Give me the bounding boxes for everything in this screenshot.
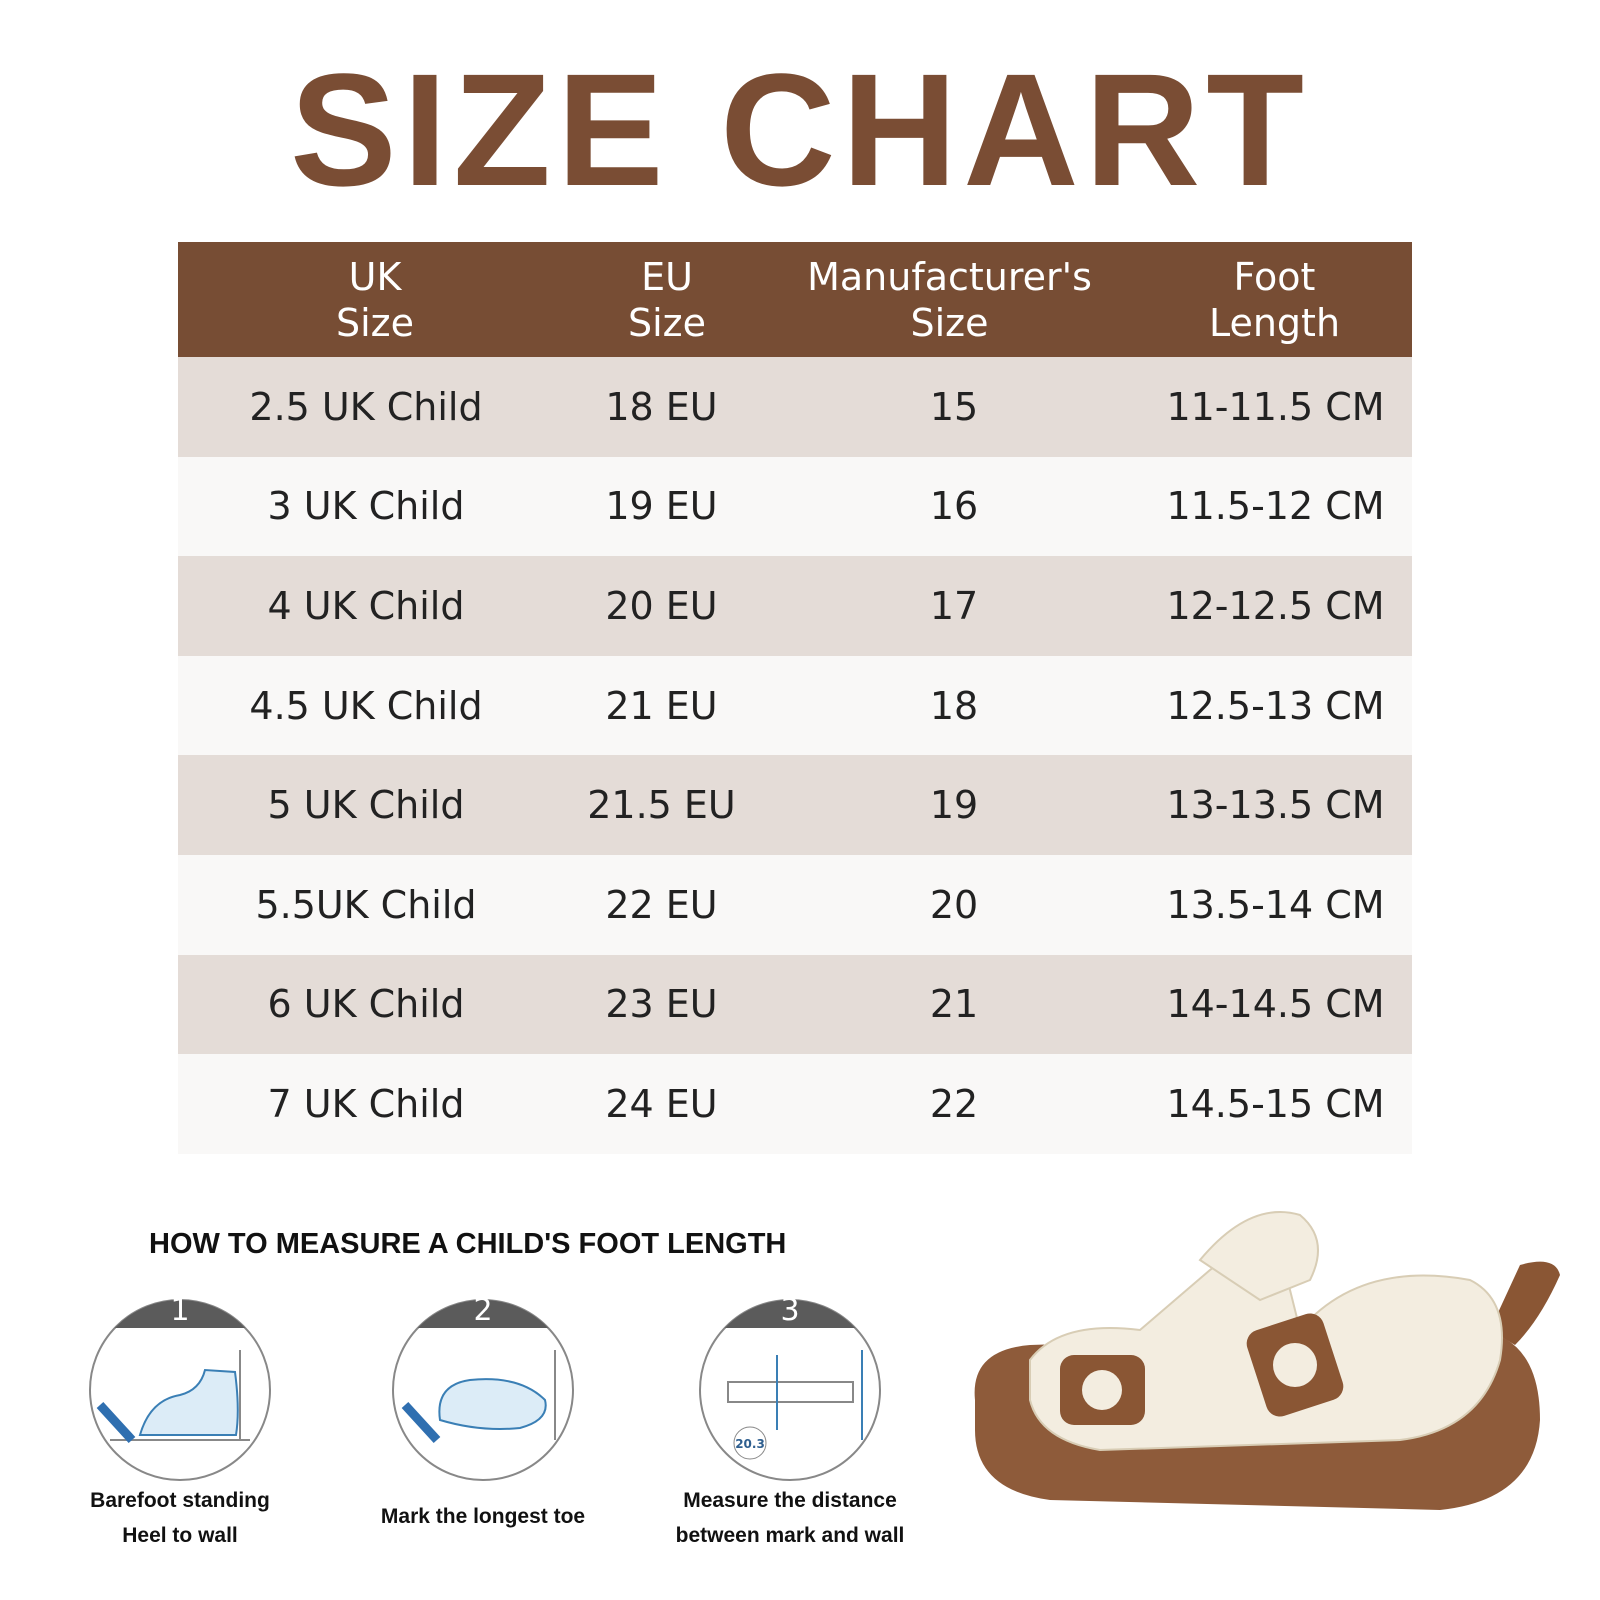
- table-cell: 2.5 UK Child: [249, 384, 483, 429]
- title: SIZE CHART: [290, 40, 1310, 219]
- header-line: EU: [641, 254, 693, 299]
- table-cell: 20: [929, 882, 979, 927]
- header-line: Size: [910, 300, 989, 345]
- table-cell: 11-11.5 CM: [1166, 384, 1385, 429]
- header-line: Size: [335, 300, 414, 345]
- table-cell: 24 EU: [605, 1081, 718, 1126]
- header-cell: Foot Length: [1137, 242, 1412, 357]
- table-cell: 21: [929, 982, 979, 1027]
- header-line: Size: [627, 300, 706, 345]
- shoe-photo: [974, 1211, 1560, 1510]
- table-cell: 14-14.5 CM: [1166, 982, 1385, 1027]
- table-row: 7 UK Child 24 EU 22 14.5-15 CM: [178, 1054, 1412, 1154]
- table-cell: 22: [929, 1081, 979, 1126]
- table-cell: 5 UK Child: [267, 783, 465, 828]
- step-caption: Mark the longest toe: [323, 1499, 643, 1534]
- table-row: 6 UK Child 23 EU 21 14-14.5 CM: [178, 954, 1412, 1055]
- table-cell: 23 EU: [605, 982, 718, 1027]
- table-cell: 17: [929, 583, 979, 628]
- step-number: 3: [780, 1293, 799, 1328]
- table-cell: 5.5UK Child: [255, 882, 477, 927]
- header-cell: EU Size: [572, 242, 762, 357]
- table-cell: 20 EU: [605, 583, 718, 628]
- table-cell: 12-12.5 CM: [1166, 583, 1385, 628]
- step-number: 2: [473, 1293, 492, 1328]
- table-cell: 18: [929, 683, 979, 728]
- size-table: UK Size EU Size Manufacturer's Size Foot Length…: [178, 242, 1412, 1154]
- header-line: Length: [1208, 300, 1341, 345]
- table-cell: 19 EU: [605, 484, 718, 529]
- table-row: 4.5 UK Child 21 EU 18 12.5-13 CM: [178, 655, 1412, 756]
- table-row: 3 UK Child 19 EU 16 11.5-12 CM: [178, 456, 1412, 557]
- caption-line: Barefoot standing: [90, 1489, 270, 1512]
- table-row: 4 UK Child 20 EU 17 12-12.5 CM: [178, 556, 1412, 656]
- step-icon: 2: [392, 1293, 574, 1481]
- table-cell: 4 UK Child: [267, 583, 465, 628]
- header-line: Foot: [1233, 254, 1316, 299]
- table-cell: 6 UK Child: [267, 982, 465, 1027]
- table-row: 5.5UK Child 22 EU 20 13.5-14 CM: [178, 854, 1412, 955]
- table-cell: 21.5 EU: [587, 783, 736, 828]
- table-row: 2.5 UK Child 18 EU 15 11-11.5 CM: [178, 357, 1412, 457]
- table-cell: 12.5-13 CM: [1166, 683, 1385, 728]
- measure-heading: HOW TO MEASURE A CHILD'S FOOT LENGTH: [149, 1228, 787, 1260]
- table-cell: 22 EU: [605, 882, 718, 927]
- header-cell: UK Size: [178, 242, 572, 357]
- header-cell: Manufacturer's Size: [762, 242, 1137, 357]
- header-line: Manufacturer's: [807, 254, 1092, 299]
- table-cell: 16: [929, 484, 979, 529]
- table-cell: 13.5-14 CM: [1166, 882, 1385, 927]
- table-cell: 19: [929, 783, 979, 828]
- table-cell: 18 EU: [605, 384, 718, 429]
- caption-line: between mark and wall: [675, 1524, 905, 1547]
- caption-line: Mark the longest toe: [380, 1505, 586, 1528]
- caption-line: Measure the distance: [683, 1489, 897, 1512]
- table-cell: 14.5-15 CM: [1166, 1081, 1385, 1126]
- table-cell: 7 UK Child: [267, 1081, 465, 1126]
- table-row: 5 UK Child 21.5 EU 19 13-13.5 CM: [178, 755, 1412, 855]
- step-caption: Measure the distance between mark and wa…: [630, 1483, 950, 1553]
- table-cell: 4.5 UK Child: [249, 683, 483, 728]
- header-row: UK Size EU Size Manufacturer's Size Foot Length: [178, 242, 1412, 357]
- step-icon: 1: [89, 1293, 271, 1481]
- table-cell: 21 EU: [605, 683, 718, 728]
- step-icon: 20.3 3: [699, 1293, 881, 1481]
- ruler-reading: 20.3: [735, 1437, 765, 1451]
- table-cell: 11.5-12 CM: [1166, 484, 1385, 529]
- step-number: 1: [170, 1293, 189, 1328]
- caption-line: Heel to wall: [122, 1524, 238, 1547]
- header-line: UK: [348, 254, 402, 299]
- step-caption: Barefoot standing Heel to wall: [20, 1483, 340, 1553]
- table-cell: 13-13.5 CM: [1166, 783, 1385, 828]
- table-cell: 3 UK Child: [267, 484, 465, 529]
- table-cell: 15: [929, 384, 979, 429]
